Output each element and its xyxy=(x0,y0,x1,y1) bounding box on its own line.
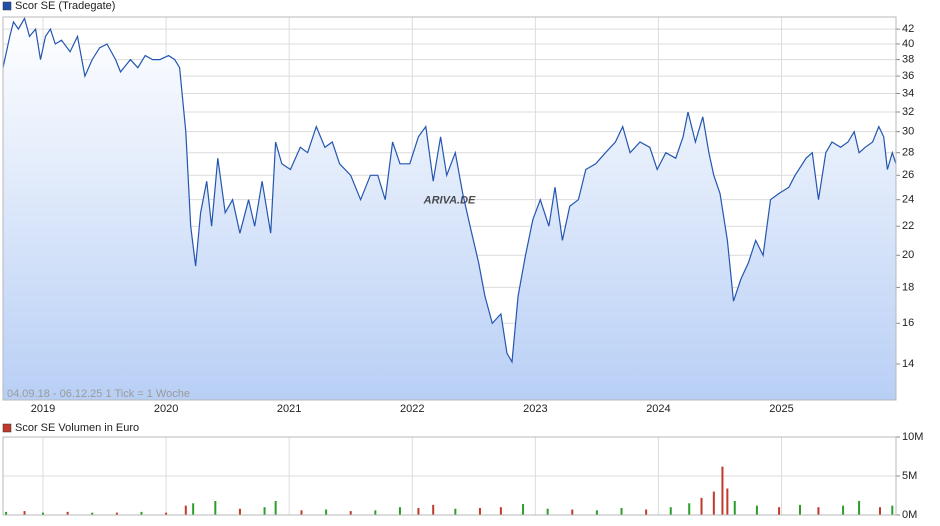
x-tick-label: 2024 xyxy=(646,403,670,415)
volume-bar xyxy=(325,509,328,515)
volume-bar xyxy=(417,507,420,515)
y-tick-label: 36 xyxy=(902,70,914,82)
volume-bar xyxy=(499,507,502,515)
y-tick-label: 40 xyxy=(902,38,914,50)
volume-bar xyxy=(817,507,820,515)
plot-frame xyxy=(2,436,897,516)
volume-bar xyxy=(755,505,758,515)
volume-bar xyxy=(238,508,241,515)
volume-bar xyxy=(726,488,729,515)
volume-bar xyxy=(878,507,881,515)
y-tick-label: 20 xyxy=(902,249,914,261)
volume-bar xyxy=(700,497,703,515)
volume-bar xyxy=(891,505,894,515)
plot-frame xyxy=(2,16,897,401)
volume-bar xyxy=(165,512,168,515)
volume-bar xyxy=(42,512,45,515)
x-tick-label: 2023 xyxy=(523,403,547,415)
volume-bar xyxy=(23,511,26,515)
volume-bar xyxy=(669,507,672,515)
volume-bar xyxy=(398,507,401,515)
y-tick-label: 14 xyxy=(902,358,914,370)
volume-bar xyxy=(374,510,377,515)
x-tick-label: 2019 xyxy=(31,403,55,415)
volume-bar xyxy=(546,508,549,515)
volume-bar xyxy=(184,505,187,515)
volume-bar xyxy=(721,466,724,515)
legend-swatch xyxy=(2,423,12,433)
y-tick-label: 42 xyxy=(902,23,914,35)
volume-bar xyxy=(712,491,715,515)
volume-bar xyxy=(115,512,118,515)
watermark: ARIVA.DE xyxy=(423,195,476,207)
x-tick-label: 2021 xyxy=(277,403,301,415)
volume-bar xyxy=(66,511,69,515)
y-tick-label: 16 xyxy=(902,317,914,329)
volume-bar xyxy=(620,507,623,515)
volume-bar xyxy=(192,503,195,515)
volume-bar xyxy=(688,503,691,515)
volume-bar xyxy=(858,500,861,515)
volume-bar xyxy=(263,507,266,515)
volume-bar xyxy=(214,500,217,515)
volume-bar xyxy=(595,510,598,515)
volume-bar xyxy=(454,508,457,515)
volume-bar xyxy=(478,507,481,515)
volume-bar xyxy=(798,504,801,515)
volume-bar xyxy=(274,500,277,515)
y-tick-label: 5M xyxy=(902,470,917,482)
volume-bar xyxy=(645,509,648,515)
y-tick-label: 22 xyxy=(902,220,914,232)
range-note: 04.09.18 - 06.12.25 1 Tick = 1 Woche xyxy=(7,388,190,400)
legend-label: Scor SE (Tradegate) xyxy=(15,0,115,12)
volume-bar xyxy=(5,511,8,515)
volume-bar xyxy=(522,504,525,515)
legend-label: Scor SE Volumen in Euro xyxy=(15,422,139,434)
x-tick-label: 2025 xyxy=(769,403,793,415)
volume-bar xyxy=(432,504,435,515)
legend-swatch xyxy=(2,1,12,11)
y-tick-label: 34 xyxy=(902,87,914,99)
y-tick-label: 28 xyxy=(902,147,914,159)
volume-bar xyxy=(300,510,303,515)
volume-bar xyxy=(349,511,352,515)
volume-bar xyxy=(140,511,143,515)
volume-bar xyxy=(91,512,94,515)
y-tick-label: 38 xyxy=(902,54,914,66)
x-tick-label: 2020 xyxy=(154,403,178,415)
price-line xyxy=(2,16,897,364)
x-tick-label: 2022 xyxy=(400,403,424,415)
y-tick-label: 18 xyxy=(902,281,914,293)
y-tick-label: 32 xyxy=(902,106,914,118)
y-tick-label: 0M xyxy=(902,509,917,521)
volume-bar xyxy=(778,507,781,515)
y-tick-label: 24 xyxy=(902,194,914,206)
y-tick-label: 26 xyxy=(902,169,914,181)
y-tick-label: 30 xyxy=(902,126,914,138)
volume-bar xyxy=(571,509,574,515)
volume-bar xyxy=(733,500,736,515)
volume-bar xyxy=(842,505,845,515)
y-tick-label: 10M xyxy=(902,431,923,443)
price-area xyxy=(3,18,896,401)
